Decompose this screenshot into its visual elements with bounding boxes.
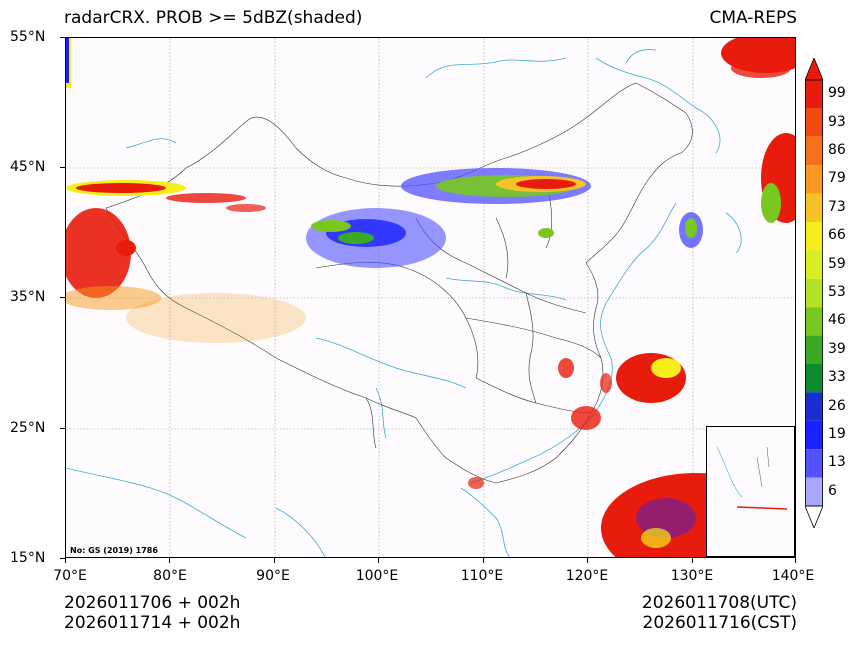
colorbar-segment — [805, 449, 823, 478]
colorbar-segment — [805, 420, 823, 450]
lon-label-70: 70°E — [53, 568, 87, 584]
colorbar-segment — [805, 335, 823, 364]
colorbar-label: 86 — [828, 142, 846, 158]
lat-tick — [60, 558, 65, 559]
colorbar-label: 39 — [828, 340, 846, 357]
rivers-coastlines — [66, 49, 742, 557]
colorbar-label: 13 — [828, 454, 846, 471]
inset-canvas — [716, 446, 788, 510]
colorbar-segment — [805, 278, 823, 308]
colorbar-label: 79 — [828, 170, 846, 187]
colorbar-min-extend — [805, 505, 823, 528]
colorbar-max-extend — [805, 58, 823, 81]
lon-label-80: 80°E — [153, 568, 187, 584]
colorbar-segment — [805, 477, 823, 506]
colorbar-segment — [805, 136, 823, 166]
lon-tick — [483, 558, 484, 563]
colorbar-label: 26 — [828, 397, 846, 414]
colorbar-label: 53 — [828, 284, 846, 300]
colorbar-label: 73 — [828, 198, 846, 215]
lat-label-45: 45°N — [10, 159, 46, 175]
colorbar-segment — [805, 108, 823, 137]
lon-tick — [378, 558, 379, 563]
model-name: CMA-REPS — [709, 8, 797, 28]
init-time-utc: 2026011706 + 002h — [64, 593, 241, 613]
lon-label-90: 90°E — [256, 568, 290, 584]
lon-tick — [169, 558, 170, 563]
colorbar-segment — [805, 165, 823, 194]
lon-tick — [795, 558, 796, 563]
south-china-sea-inset — [706, 426, 795, 557]
map-canvas — [66, 38, 795, 557]
colorbar-segment — [805, 222, 823, 251]
colorbar-label: 99 — [828, 85, 846, 102]
lon-tick — [587, 558, 588, 563]
lon-label-110: 110°E — [460, 568, 504, 584]
lat-label-35: 35°N — [10, 289, 46, 305]
colorbar-segment — [805, 193, 823, 222]
valid-time-block: 2026011708(UTC) 2026011716(CST) — [642, 593, 797, 633]
map-title: radarCRX. PROB >= 5dBZ(shaded) — [64, 8, 363, 28]
colorbar-label: 33 — [828, 369, 846, 386]
admin-borders — [105, 82, 693, 484]
lat-tick — [60, 428, 65, 429]
colorbar-segment — [805, 307, 823, 336]
lon-tick — [65, 558, 66, 563]
colorbar-label: 46 — [828, 312, 846, 329]
lat-tick — [60, 167, 65, 168]
colorbar — [805, 58, 823, 528]
lon-tick — [274, 558, 275, 563]
lat-label-15: 15°N — [10, 550, 46, 566]
lon-tick — [692, 558, 693, 563]
map-approval-note: No: GS (2019) 1786 — [70, 546, 158, 555]
probability-shading — [66, 38, 795, 557]
init-time-cst: 2026011714 + 002h — [64, 613, 241, 633]
graticule — [66, 38, 795, 557]
lon-label-100: 100°E — [355, 568, 399, 584]
colorbar-label: 59 — [828, 255, 846, 272]
map-panel: No: GS (2019) 1786 — [65, 37, 796, 558]
lon-label-120: 120°E — [565, 568, 609, 584]
lat-label-25: 25°N — [10, 420, 46, 436]
valid-time-utc: 2026011708(UTC) — [641, 593, 797, 613]
colorbar-label: 93 — [828, 113, 846, 130]
lon-label-140: 140°E — [771, 568, 815, 584]
colorbar-segment — [805, 392, 823, 421]
lat-label-55: 55°N — [10, 29, 46, 45]
colorbar-label: 6 — [828, 482, 837, 499]
lon-label-130: 130°E — [670, 568, 714, 584]
init-time-block: 2026011706 + 002h 2026011714 + 002h — [64, 593, 240, 633]
colorbar-segment — [805, 250, 823, 279]
valid-time-cst: 2026011716(CST) — [642, 613, 797, 633]
colorbar-segment — [805, 364, 823, 393]
colorbar-label: 66 — [828, 227, 846, 244]
colorbar-segment — [805, 80, 823, 109]
colorbar-frame — [805, 79, 823, 507]
lat-tick — [60, 297, 65, 298]
colorbar-label: 19 — [828, 426, 846, 442]
lat-tick — [60, 37, 65, 38]
